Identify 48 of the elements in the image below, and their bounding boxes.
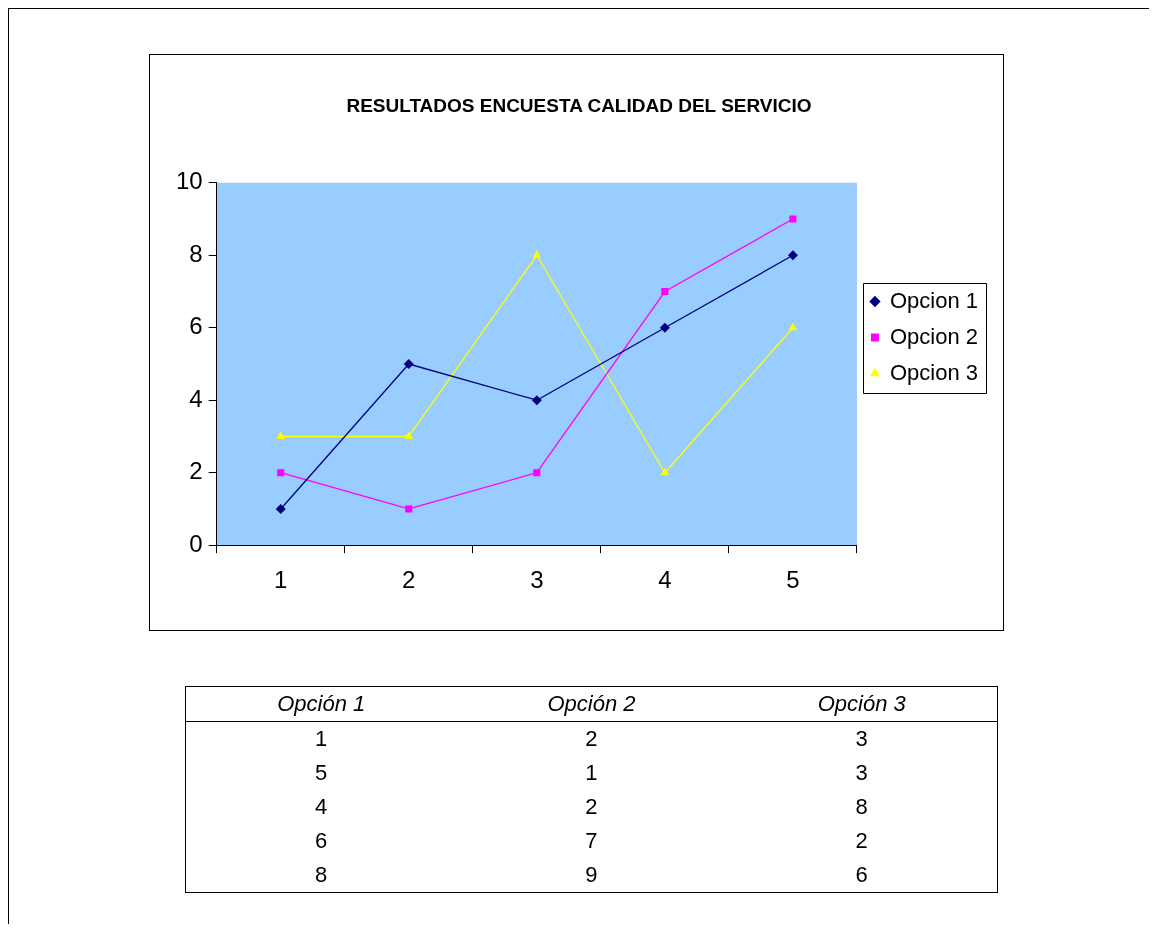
text: 1 [314, 725, 329, 753]
point [403, 359, 414, 369]
y-tick-label: 4 [189, 384, 203, 412]
point [276, 431, 286, 439]
point [533, 469, 541, 477]
point [532, 250, 542, 258]
y-tick-label: 0 [189, 529, 203, 557]
text: 9 [584, 861, 599, 889]
legend-label: Opcion 1 [889, 287, 979, 313]
x-tick-label: 3 [530, 566, 544, 594]
text: 3 [854, 759, 869, 787]
text: 5 [314, 759, 329, 787]
x-tick-label: 5 [786, 566, 800, 594]
point [660, 467, 670, 476]
point [405, 505, 413, 513]
legend-label: Opcion 3 [889, 359, 979, 385]
point [789, 215, 797, 223]
y-tick-label: 2 [189, 457, 203, 485]
text: 6 [314, 827, 329, 855]
chart-title: RESULTADOS ENCUESTA CALIDAD DEL SERVICIO [346, 94, 812, 116]
text: 8 [854, 793, 869, 821]
text: Opción 2 [456, 686, 727, 722]
y-tick-label: 6 [189, 312, 203, 340]
text: Opción 1 [185, 686, 457, 722]
y-tick-label: 10 [175, 167, 203, 195]
x-tick-label: 2 [402, 566, 416, 594]
point [787, 250, 798, 261]
text: 1 [584, 759, 599, 787]
text: 4 [314, 793, 329, 821]
point [277, 469, 285, 477]
text: Opción 3 [726, 686, 998, 722]
point [275, 503, 286, 514]
point [659, 322, 670, 333]
text: 3 [854, 725, 869, 753]
text: 8 [314, 861, 329, 889]
text: 2 [584, 793, 599, 821]
point [661, 287, 669, 296]
point [404, 431, 414, 439]
y-tick-label: 8 [189, 239, 203, 267]
text: 6 [854, 861, 869, 889]
x-tick-label: 1 [274, 566, 288, 594]
text: 2 [854, 827, 869, 855]
text: 7 [584, 827, 599, 855]
point [531, 395, 542, 406]
x-tick-label: 4 [658, 566, 672, 594]
text: 2 [584, 725, 599, 753]
point [788, 322, 798, 331]
legend-label: Opcion 2 [889, 323, 979, 349]
